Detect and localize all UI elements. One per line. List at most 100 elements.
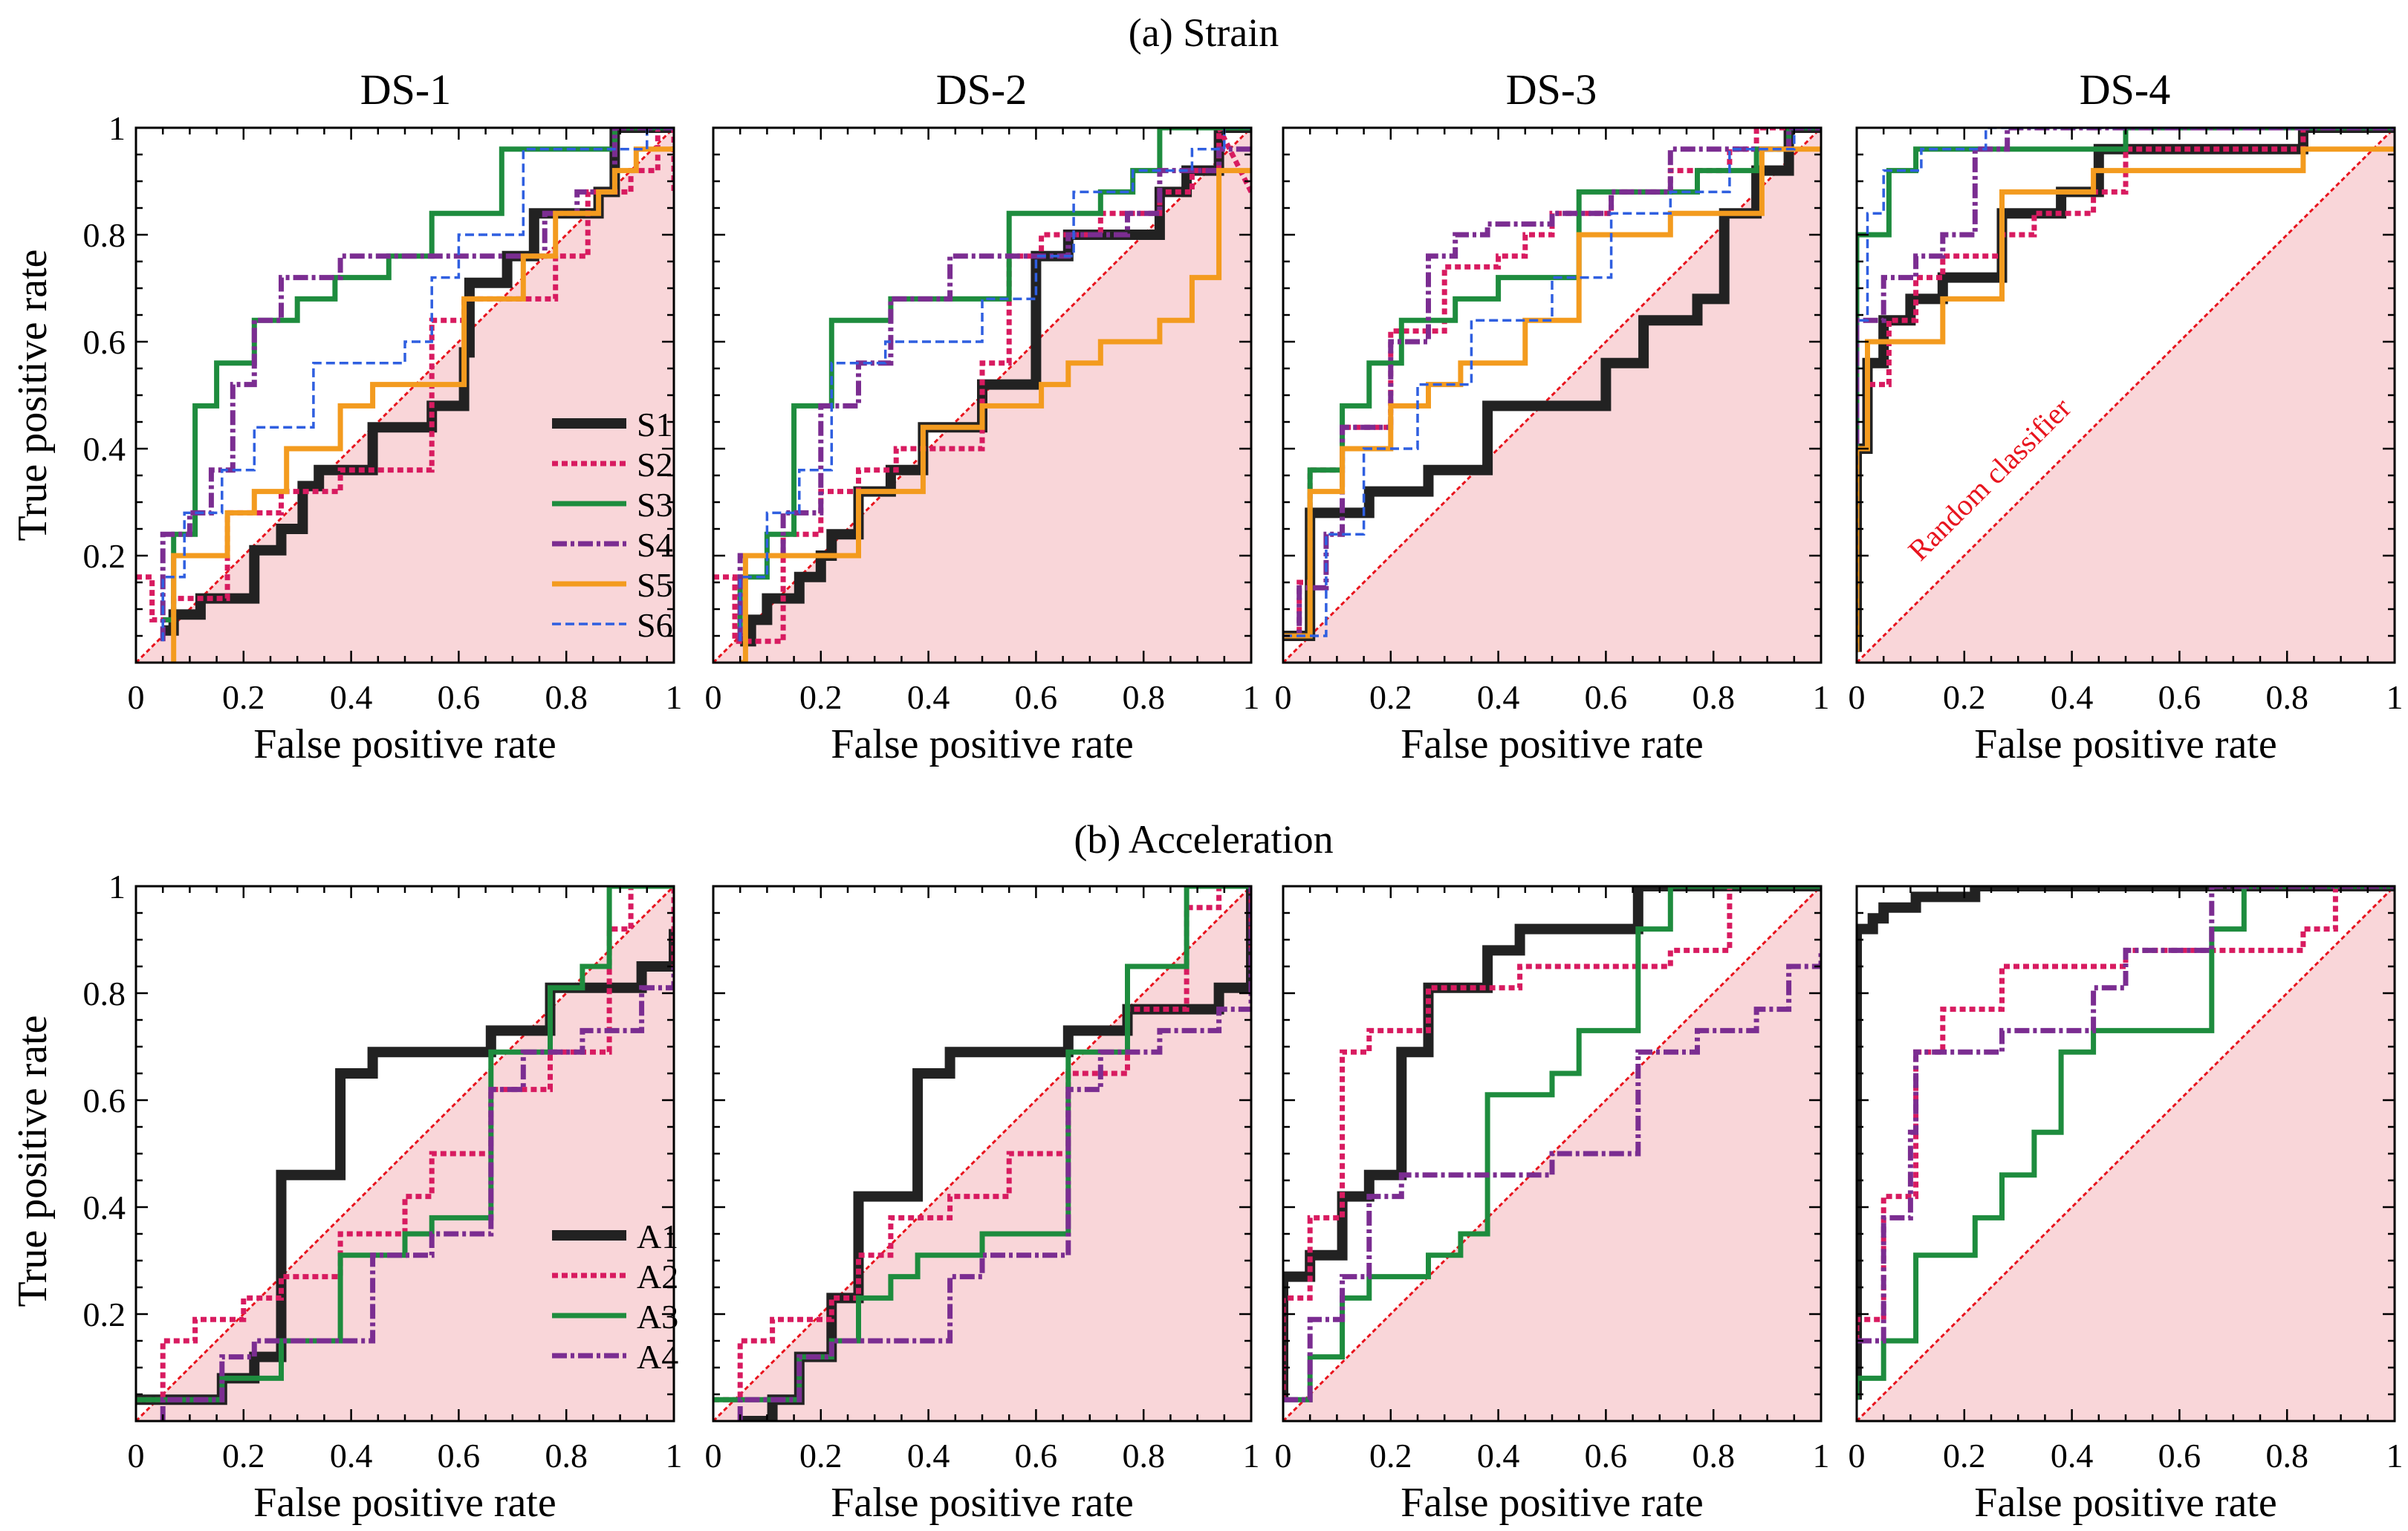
roc-curve-s5 (171, 146, 674, 663)
legend-label-s6: S6 (637, 606, 673, 644)
x-tick-label: 0.2 (1369, 678, 1412, 716)
roc-curve-s1 (740, 128, 1251, 647)
axis-ticks (1283, 128, 1821, 663)
axis-ticks (713, 886, 1251, 1421)
column-title-ds3: DS-3 (1506, 65, 1597, 114)
roc-curve-s6 (161, 128, 674, 642)
x-tick-label: 1 (1813, 678, 1830, 716)
x-tick-label: 0.6 (438, 678, 481, 716)
x-tick-label: 1 (1813, 1437, 1830, 1475)
roc-panel-strain-ds3: 0 0.2 0.4 0.6 0.8 1 False positive rate (1275, 126, 1830, 767)
x-tick-label: 1 (1243, 678, 1260, 716)
legend-label-a2: A2 (637, 1258, 678, 1296)
x-tick-label: 0.6 (2158, 678, 2201, 716)
y-tick-label: 1 (108, 109, 126, 147)
legend-label-s5: S5 (637, 566, 673, 604)
roc-curve-s5 (1283, 146, 1821, 639)
x-tick-label: 0.8 (1692, 1437, 1735, 1475)
roc-curve-s4 (737, 146, 1251, 642)
x-tick-label: 0 (705, 1437, 722, 1475)
x-axis-label: False positive rate (253, 721, 556, 767)
x-tick-label: 0.4 (907, 1437, 950, 1475)
x-tick-label: 0.8 (1122, 678, 1165, 716)
x-tick-label: 1 (2386, 678, 2404, 716)
x-tick-label: 0.4 (330, 1437, 373, 1475)
y-tick-label: 0.2 (83, 537, 126, 575)
random-classifier-diagonal (712, 885, 1253, 1423)
x-tick-label: 0.4 (2051, 1437, 2094, 1475)
roc-curve-a3 (1857, 886, 2395, 1400)
roc-curve-a3 (1283, 886, 1821, 1402)
roc-curve-a4 (1857, 886, 2395, 1344)
x-tick-label: 0.2 (799, 1437, 843, 1475)
roc-curve-a4 (1283, 950, 1821, 1402)
x-tick-label: 0.2 (799, 678, 843, 716)
column-title-ds2: DS-2 (936, 65, 1027, 114)
x-axis-label: False positive rate (831, 1480, 1133, 1526)
column-title-ds4: DS-4 (2080, 65, 2170, 114)
x-tick-label: 0 (128, 1437, 145, 1475)
x-tick-label: 0.2 (1943, 678, 1986, 716)
y-tick-label: 0.6 (83, 323, 126, 361)
axis-ticks (136, 886, 674, 1421)
axis-ticks (713, 128, 1251, 663)
row-title-strain: (a) Strain (1129, 10, 1279, 55)
axis-ticks (136, 128, 674, 663)
x-tick-label: 0.6 (1585, 1437, 1628, 1475)
x-tick-label: 1 (666, 678, 683, 716)
roc-curve-a2 (713, 886, 1251, 1402)
roc-curve-s4 (1857, 128, 2395, 652)
roc-panel-strain-ds1: 0 0.2 0.4 0.6 0.8 1 0.2 0.4 0.6 0.8 1 False positiv… (83, 109, 683, 767)
axis-ticks (1857, 128, 2395, 663)
x-tick-label: 0 (1275, 1437, 1292, 1475)
x-axis-label: False positive rate (1401, 721, 1703, 767)
roc-curve-a2 (136, 886, 674, 1402)
x-tick-label: 0.4 (1477, 1437, 1520, 1475)
x-tick-label: 0.6 (438, 1437, 481, 1475)
x-tick-label: 0.6 (2158, 1437, 2201, 1475)
axis-ticks (1857, 886, 2395, 1421)
x-tick-label: 1 (1243, 1437, 1260, 1475)
x-tick-label: 0.8 (1692, 678, 1735, 716)
random-classifier-diagonal (1855, 126, 2396, 664)
roc-panel-accel-ds4: 0 0.2 0.4 0.6 0.8 1 False positive rate (1849, 885, 2404, 1526)
roc-panel-strain-ds2: 0 0.2 0.4 0.6 0.8 1 False positive rate (705, 126, 1260, 767)
roc-curve-a1 (1857, 886, 2395, 1400)
y-tick-label: 1 (108, 868, 126, 906)
x-tick-label: 0.4 (1477, 678, 1520, 716)
x-tick-label: 0.4 (330, 678, 373, 716)
legend-label-s4: S4 (637, 526, 673, 564)
x-axis-label: False positive rate (253, 1480, 556, 1526)
x-tick-label: 0 (128, 678, 145, 716)
random-classifier-diagonal (1855, 885, 2396, 1423)
y-tick-label: 0.6 (83, 1082, 126, 1119)
x-tick-label: 0.2 (222, 678, 265, 716)
roc-curve-s5 (1857, 146, 2395, 652)
roc-curve-s5 (740, 168, 1251, 663)
y-tick-label: 0.8 (83, 975, 126, 1012)
column-title-ds1: DS-1 (360, 65, 451, 114)
roc-curve-a2 (1283, 886, 1821, 1400)
legend-label-s2: S2 (637, 446, 673, 484)
roc-panel-accel-ds2: 0 0.2 0.4 0.6 0.8 1 False positive rate (705, 885, 1260, 1526)
x-tick-label: 0.8 (545, 1437, 588, 1475)
x-tick-label: 0.6 (1015, 1437, 1058, 1475)
y-tick-label: 0.4 (83, 1189, 126, 1226)
x-tick-label: 0.2 (1943, 1437, 1986, 1475)
x-tick-label: 0.4 (907, 678, 950, 716)
roc-curve-a3 (136, 886, 674, 1402)
y-axis-label-row-b: True positive rate (10, 1015, 56, 1307)
legend-label-a1: A1 (637, 1218, 678, 1255)
roc-curve-s1 (1283, 128, 1821, 641)
x-axis-label: False positive rate (1974, 1480, 2276, 1526)
x-tick-label: 1 (2386, 1437, 2404, 1475)
legend-label-s1: S1 (637, 406, 673, 443)
roc-panel-accel-ds3: 0 0.2 0.4 0.6 0.8 1 False positive rate (1275, 885, 1830, 1526)
y-tick-label: 0.8 (83, 216, 126, 254)
axis-ticks (1283, 886, 1821, 1421)
legend-label-a4: A4 (637, 1338, 678, 1376)
x-tick-label: 0.8 (2265, 678, 2308, 716)
